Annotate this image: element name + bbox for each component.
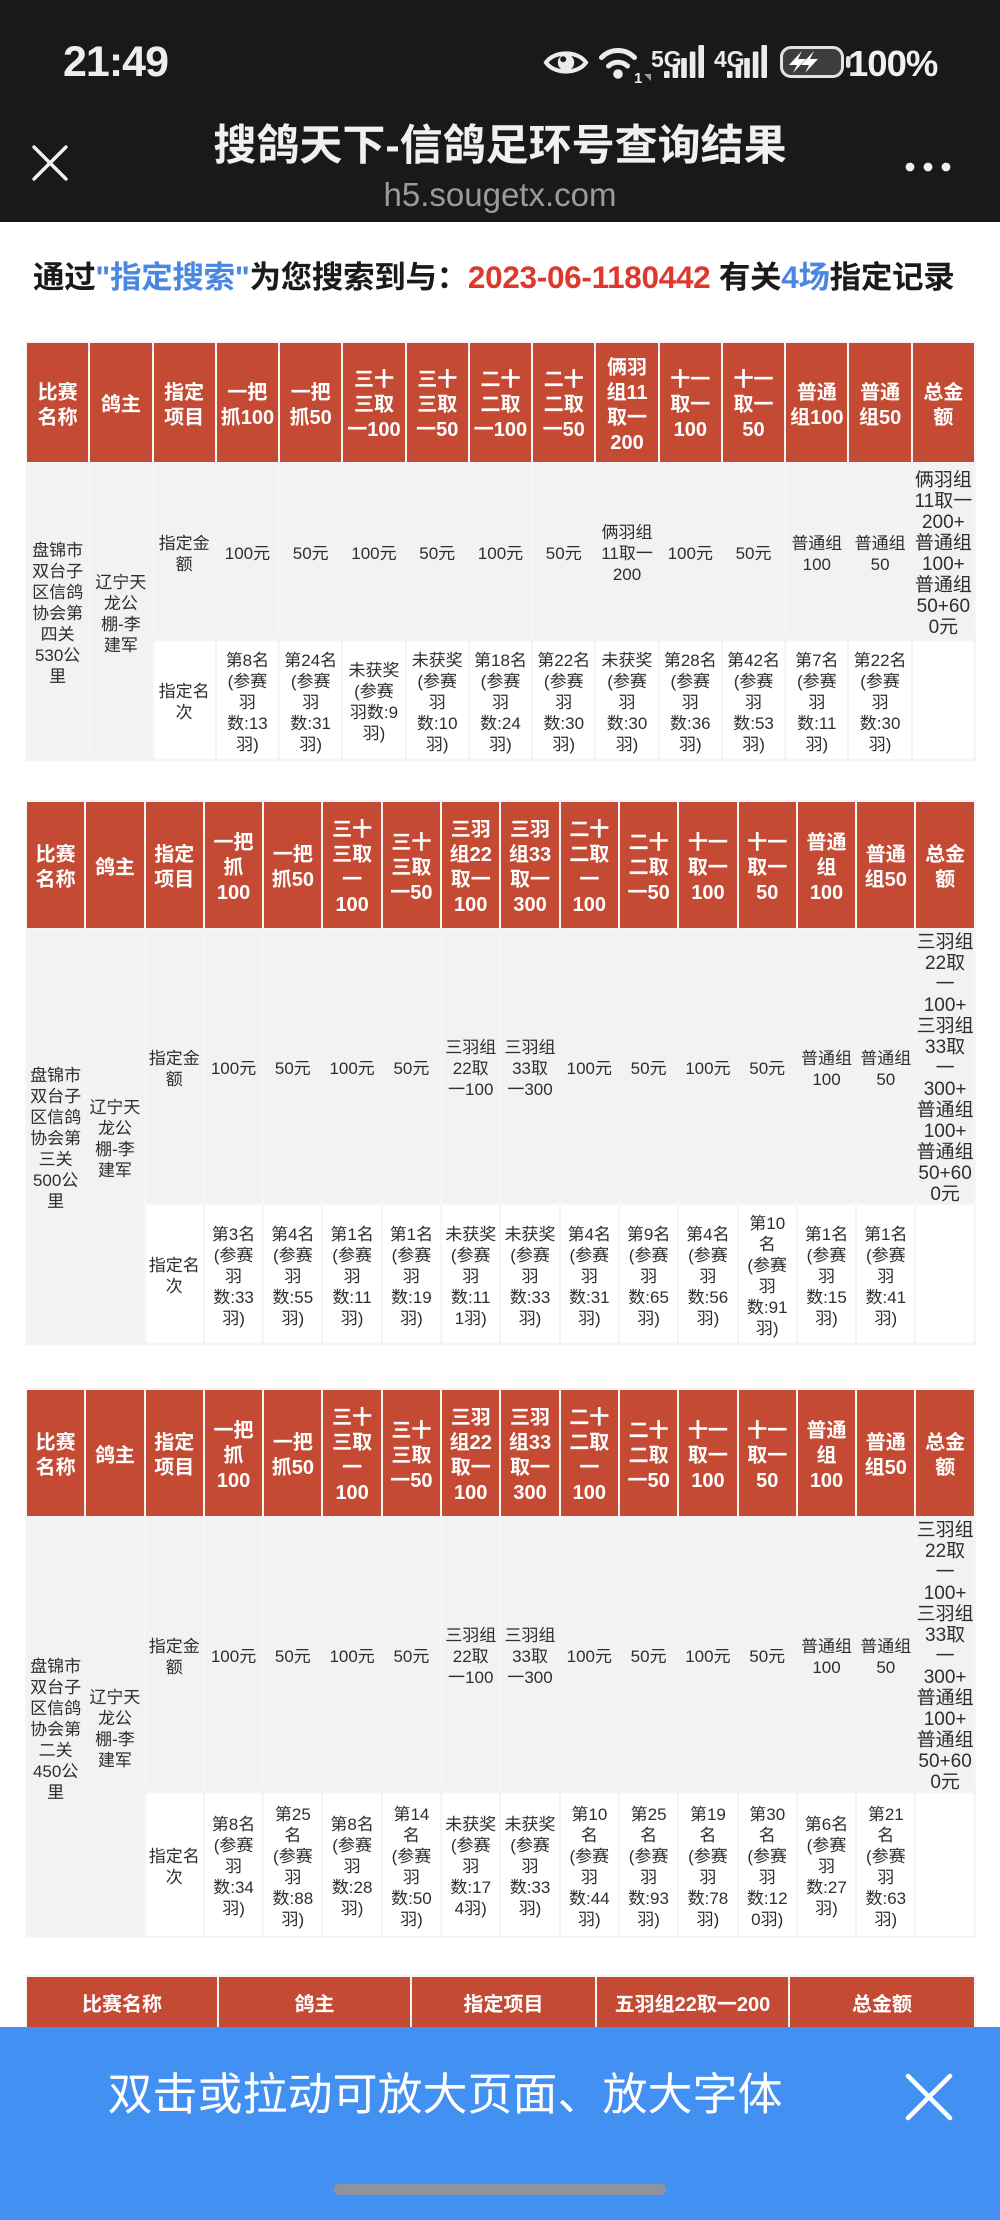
svg-text:100%: 100% (848, 40, 938, 86)
svg-text:1: 1 (634, 67, 642, 86)
